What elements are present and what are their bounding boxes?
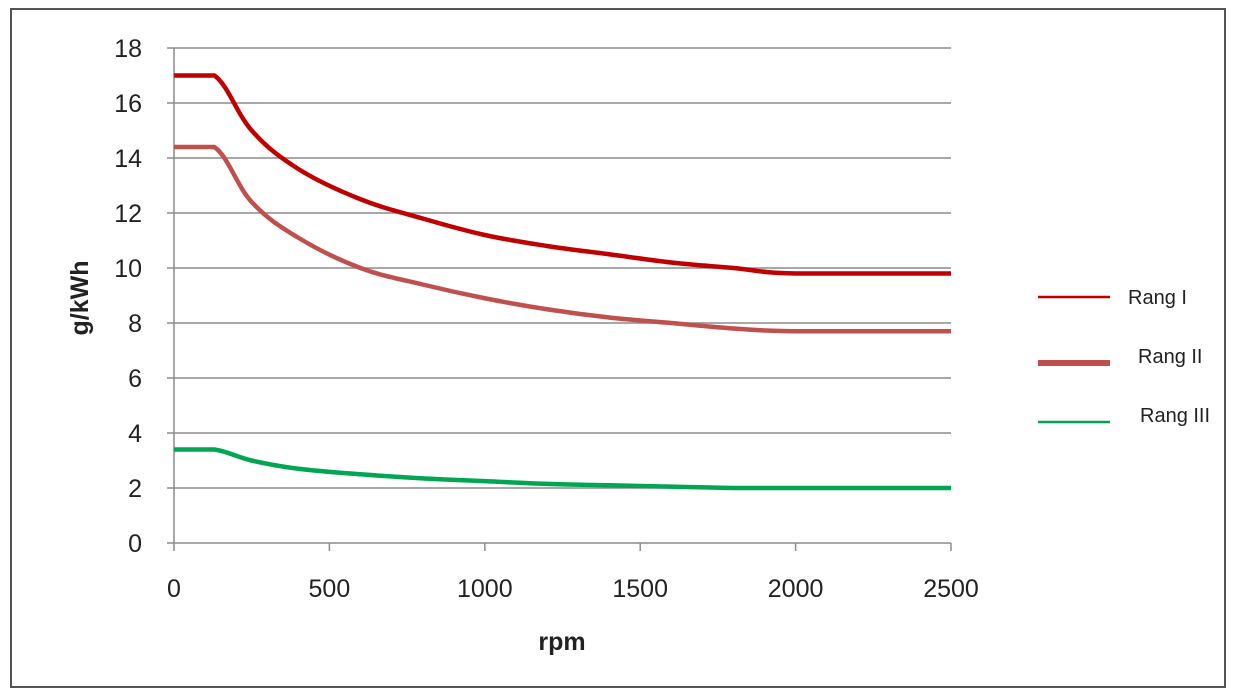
x-axis-title: rpm (538, 628, 585, 656)
x-tick-label-3: 1500 (612, 575, 668, 603)
legend-label-3: Rang III (1140, 405, 1210, 427)
x-tick-label-2: 1000 (457, 575, 513, 603)
y-tick-label-9: 18 (114, 35, 142, 63)
y-tick-label-7: 14 (114, 145, 142, 173)
y-tick-label-6: 12 (114, 200, 142, 228)
series-line-rang-i (174, 73, 951, 276)
legend: Rang I Rang II Rang III (1038, 287, 1210, 427)
y-tick-label-5: 10 (114, 255, 142, 283)
series-line-rang-ii (174, 144, 951, 334)
y-tick-label-4: 8 (128, 310, 142, 338)
legend-label-2: Rang II (1138, 346, 1202, 368)
x-tick-label-5: 2500 (923, 575, 979, 603)
y-tick-label-1: 2 (128, 475, 142, 503)
y-tick-labels: 0 2 4 6 8 10 12 14 16 18 (114, 35, 142, 558)
y-axis-title: g/kWh (66, 261, 94, 336)
y-tick-label-8: 16 (114, 90, 142, 118)
y-tick-label-3: 6 (128, 365, 142, 393)
y-tick-label-0: 0 (128, 530, 142, 558)
series-line-rang-iii (174, 447, 951, 491)
chart-frame (10, 8, 1226, 688)
legend-label-1: Rang I (1128, 287, 1187, 309)
axes (173, 48, 952, 551)
gridlines (167, 47, 951, 544)
y-tick-label-2: 4 (128, 420, 142, 448)
series-lines (174, 73, 951, 491)
x-tick-label-4: 2000 (768, 575, 824, 603)
x-tick-label-0: 0 (167, 575, 181, 603)
x-tick-labels: 0 500 1000 1500 2000 2500 (167, 575, 979, 603)
x-tick-label-1: 500 (309, 575, 351, 603)
